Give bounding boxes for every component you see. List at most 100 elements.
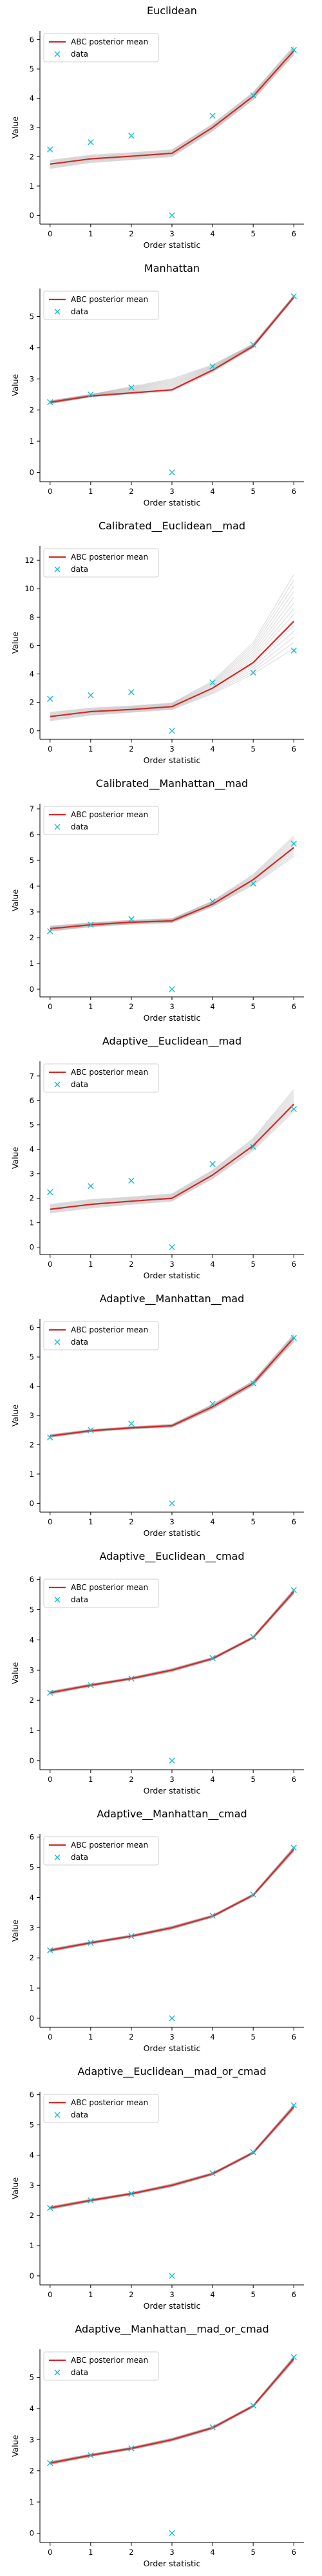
legend-label-data: data [71, 2368, 88, 2377]
y-tick-label: 3 [30, 1923, 34, 1932]
posterior-mean-line [50, 1103, 295, 1210]
data-point-stroke [128, 2190, 135, 2197]
posterior-sample-line [50, 849, 294, 931]
x-tick-label: 2 [129, 1002, 133, 1011]
legend-marker-swatch [54, 308, 61, 315]
data-point [250, 2149, 256, 2155]
y-axis-label: Value [10, 1405, 20, 1427]
y-tick-label: 1 [30, 1726, 34, 1735]
x-tick-label: 1 [88, 487, 93, 496]
data-point [88, 2197, 94, 2204]
data-point-stroke [128, 1933, 135, 1940]
y-tick-label: 6 [30, 1323, 34, 1332]
legend-marker-swatch [54, 51, 61, 57]
data-point [209, 1912, 216, 1919]
data-point [209, 363, 216, 370]
y-tick-label: 3 [30, 374, 34, 383]
data-point-stroke [209, 363, 216, 370]
y-tick-label: 0 [30, 985, 34, 994]
legend-label-data: data [71, 1853, 88, 1862]
posterior-sample-line [50, 585, 294, 714]
y-tick-label: 12 [24, 556, 34, 565]
x-tick-label: 5 [251, 2290, 255, 2299]
legend-label-data: data [71, 307, 88, 316]
data-point-stroke [290, 1844, 297, 1851]
x-tick-label: 5 [251, 1517, 255, 1526]
data-point-stroke [88, 391, 94, 398]
legend-frame [43, 1578, 159, 1608]
x-tick-label: 5 [251, 1260, 255, 1269]
legend-label-posterior: ABC posterior mean [71, 1068, 148, 1077]
posterior-mean-line [50, 50, 295, 165]
chart-panel-6: Adaptive__Euclidean__cmad 0 1 2 3 4 5 6 0 1 2 3 4 5 6 O… [10, 1550, 304, 1795]
legend-marker-swatch [54, 1081, 61, 1088]
x-tick-label: 3 [169, 2032, 174, 2041]
posterior-sample-line [50, 50, 294, 165]
x-tick-label: 4 [210, 2290, 214, 2299]
posterior-sample-line [50, 50, 294, 166]
posterior-sample-line [50, 1340, 294, 1438]
y-tick-label: 6 [30, 641, 34, 650]
data-point [209, 1654, 216, 1662]
legend: ABC posterior mean data [43, 33, 159, 62]
x-tick-label: 0 [48, 2032, 52, 2041]
legend-label-data: data [71, 565, 88, 574]
data-point [250, 1144, 256, 1150]
x-axis-label: Order statistic [144, 1528, 201, 1538]
posterior-sample-line [50, 602, 294, 716]
posterior-sample-line [50, 851, 294, 931]
posterior-sample-line [50, 1111, 294, 1214]
chart-title: Calibrated__Manhattan__mad [96, 777, 248, 790]
legend-frame [43, 2094, 159, 2123]
y-tick-label: 1 [30, 959, 34, 968]
x-axis-label: Order statistic [144, 2559, 201, 2568]
x-tick-label: 0 [48, 229, 52, 238]
x-tick-label: 3 [169, 1517, 174, 1526]
legend-marker-swatch [54, 1596, 61, 1603]
legend-marker-stroke [54, 1081, 61, 1088]
y-axis-label: Value [10, 374, 20, 397]
y-axis-label: Value [10, 2177, 20, 2200]
data-point-stroke [169, 1244, 175, 1251]
x-tick-label: 5 [251, 744, 255, 753]
y-tick-label: 5 [30, 1121, 34, 1130]
data-point [169, 2530, 175, 2537]
data-point-stroke [290, 46, 297, 53]
data-point [250, 880, 256, 887]
x-tick-label: 6 [292, 1775, 296, 1784]
data-point [250, 92, 256, 99]
y-tick-label: 4 [30, 670, 34, 679]
posterior-sample-line [50, 298, 294, 404]
data-point-stroke [88, 1940, 94, 1946]
legend-label-data: data [71, 2110, 88, 2119]
posterior-sample-line [50, 1339, 294, 1437]
chart-panel-1: Manhattan 0 1 2 3 4 5 6 0 1 2 3 4 5 Order statistic Val… [10, 262, 304, 507]
x-tick-label: 2 [129, 744, 133, 753]
y-tick-label: 2 [30, 1953, 34, 1962]
data-point [169, 2273, 175, 2279]
y-tick-label: 0 [30, 726, 34, 735]
y-tick-label: 2 [30, 2211, 34, 2220]
data-point [169, 728, 175, 734]
data-point-stroke [250, 2149, 256, 2155]
data-point-stroke [169, 2530, 175, 2537]
data-point [88, 922, 94, 928]
posterior-sample-line [50, 46, 294, 161]
x-tick-label: 4 [210, 1517, 214, 1526]
y-tick-label: 6 [30, 1575, 34, 1584]
y-tick-label: 4 [30, 1893, 34, 1902]
data-point-stroke [47, 2204, 53, 2211]
x-tick-label: 0 [48, 1002, 52, 1011]
data-point-stroke [209, 1160, 216, 1168]
data-point-stroke [128, 689, 135, 696]
x-axis-label: Order statistic [144, 498, 201, 507]
data-point [128, 384, 135, 391]
x-axis-label: Order statistic [144, 755, 201, 765]
chart-panel-7: Adaptive__Manhattan__cmad 0 1 2 3 4 5 6 0 1 2 3 4 5 6 O… [10, 1808, 304, 2053]
data-point-stroke [128, 1177, 135, 1184]
posterior-sample-line [50, 625, 294, 719]
x-tick-label: 6 [292, 2290, 296, 2299]
posterior-sample-line [50, 1851, 294, 1953]
